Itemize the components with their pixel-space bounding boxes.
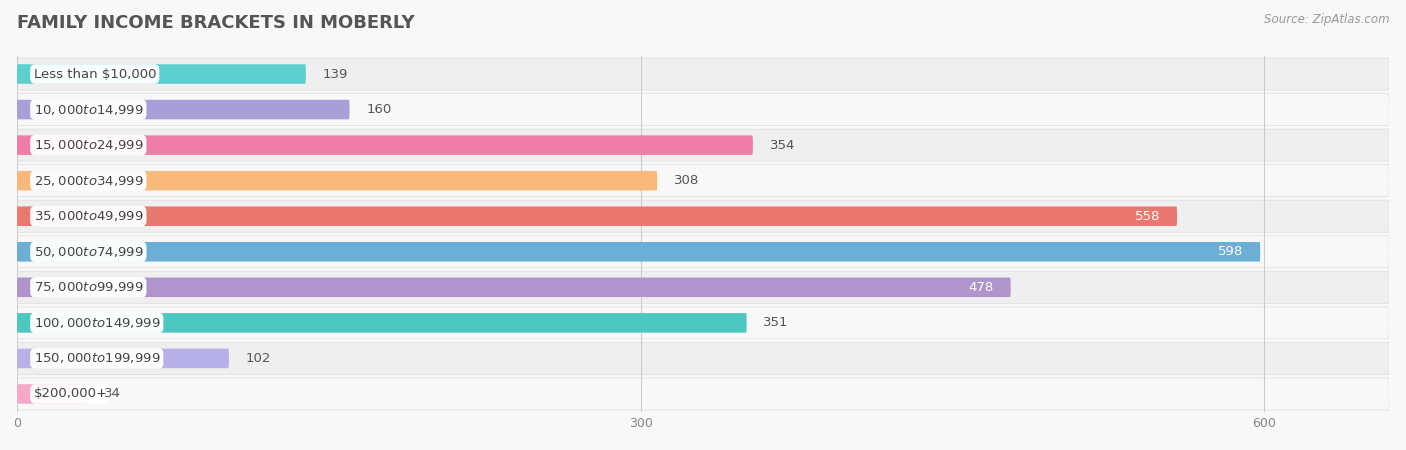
FancyBboxPatch shape	[17, 349, 229, 368]
FancyBboxPatch shape	[17, 236, 1389, 268]
FancyBboxPatch shape	[17, 94, 1389, 126]
Text: 354: 354	[769, 139, 794, 152]
Text: $10,000 to $14,999: $10,000 to $14,999	[34, 103, 143, 117]
FancyBboxPatch shape	[17, 171, 657, 190]
FancyBboxPatch shape	[17, 165, 1389, 197]
Text: $25,000 to $34,999: $25,000 to $34,999	[34, 174, 143, 188]
FancyBboxPatch shape	[17, 200, 1389, 232]
FancyBboxPatch shape	[17, 135, 752, 155]
Text: Less than $10,000: Less than $10,000	[34, 68, 156, 81]
Text: 160: 160	[366, 103, 391, 116]
FancyBboxPatch shape	[17, 58, 1389, 90]
FancyBboxPatch shape	[17, 307, 1389, 339]
Text: $150,000 to $199,999: $150,000 to $199,999	[34, 351, 160, 365]
Text: Source: ZipAtlas.com: Source: ZipAtlas.com	[1264, 14, 1389, 27]
FancyBboxPatch shape	[17, 342, 1389, 374]
Text: $35,000 to $49,999: $35,000 to $49,999	[34, 209, 143, 223]
FancyBboxPatch shape	[17, 64, 307, 84]
FancyBboxPatch shape	[17, 278, 1011, 297]
Text: 308: 308	[673, 174, 699, 187]
FancyBboxPatch shape	[17, 129, 1389, 161]
FancyBboxPatch shape	[17, 378, 1389, 410]
Text: 139: 139	[322, 68, 347, 81]
Text: 102: 102	[246, 352, 271, 365]
FancyBboxPatch shape	[17, 242, 1260, 261]
FancyBboxPatch shape	[17, 207, 1177, 226]
Text: $15,000 to $24,999: $15,000 to $24,999	[34, 138, 143, 152]
Text: 558: 558	[1135, 210, 1160, 223]
FancyBboxPatch shape	[17, 313, 747, 333]
Text: 351: 351	[763, 316, 789, 329]
Text: $75,000 to $99,999: $75,000 to $99,999	[34, 280, 143, 294]
FancyBboxPatch shape	[17, 100, 350, 119]
Text: 598: 598	[1219, 245, 1243, 258]
FancyBboxPatch shape	[17, 384, 87, 404]
Text: $50,000 to $74,999: $50,000 to $74,999	[34, 245, 143, 259]
Text: 478: 478	[969, 281, 994, 294]
Text: FAMILY INCOME BRACKETS IN MOBERLY: FAMILY INCOME BRACKETS IN MOBERLY	[17, 14, 415, 32]
Text: $100,000 to $149,999: $100,000 to $149,999	[34, 316, 160, 330]
Text: 34: 34	[104, 387, 121, 400]
Text: $200,000+: $200,000+	[34, 387, 107, 400]
FancyBboxPatch shape	[17, 271, 1389, 303]
